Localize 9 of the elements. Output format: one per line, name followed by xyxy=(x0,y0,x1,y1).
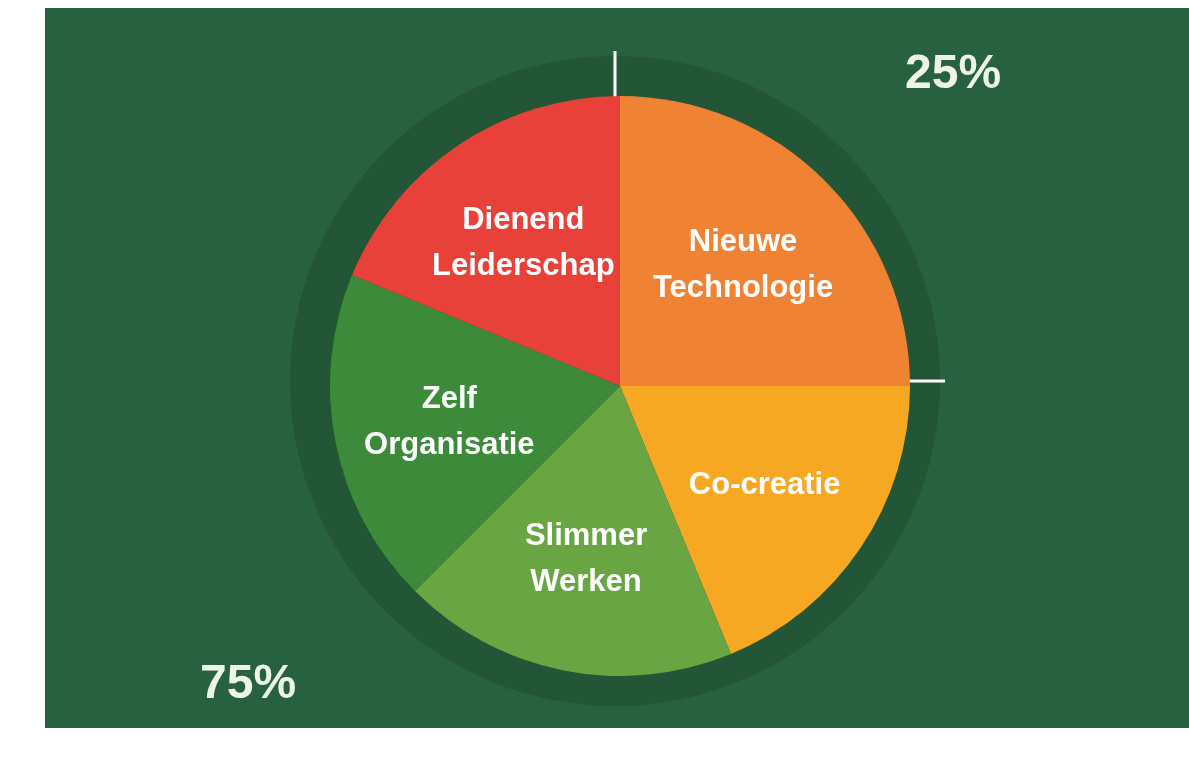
slice-label: Nieuwe Technologie xyxy=(652,222,834,304)
slice-label: Dienend Leiderschap xyxy=(432,200,615,282)
pie-slice xyxy=(620,96,910,386)
text: 75% xyxy=(200,655,297,708)
pie-slice xyxy=(352,96,620,386)
slice-label: Co-creatie xyxy=(688,465,841,501)
text: 25% xyxy=(905,45,1002,98)
slice-label: Zelf Organisatie xyxy=(364,379,535,461)
slice-label: Slimmer Werken xyxy=(524,516,648,598)
